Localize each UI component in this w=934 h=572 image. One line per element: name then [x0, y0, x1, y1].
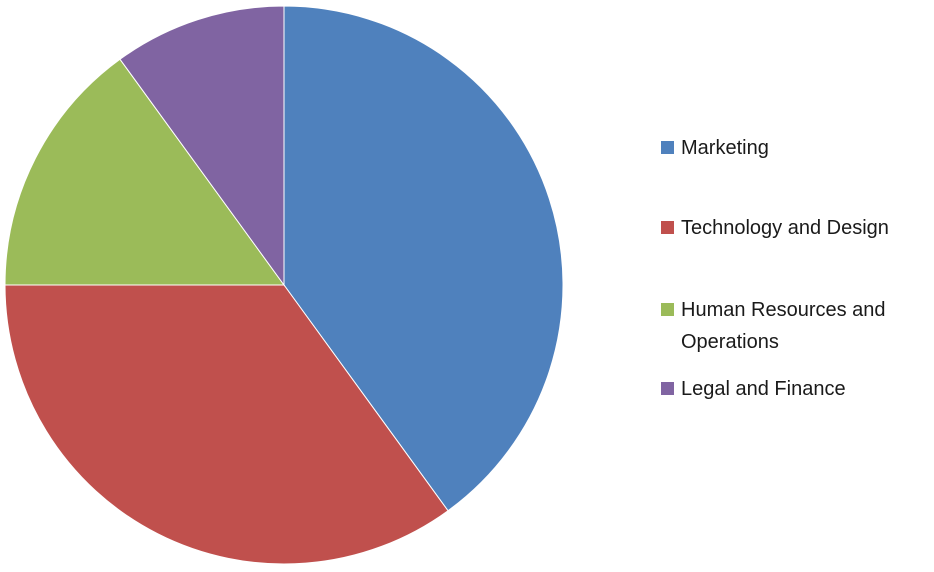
legend-item-technology-and-design: Technology and Design: [661, 212, 931, 244]
legend-item-human-resources-and-operations: Human Resources and Operations: [661, 294, 931, 358]
legend-swatch-marketing: [661, 141, 674, 154]
legend-label-marketing: Marketing: [681, 137, 769, 159]
legend-label-legal-and-finance: Legal and Finance: [681, 378, 846, 400]
pie-slice-legal-and-finance: [119, 5, 285, 287]
pie-slice-human-resources-and-operations: [4, 58, 285, 286]
legend-swatch-technology-and-design: [661, 221, 674, 234]
legend-label-human-resources-and-operations: Human Resources and Operations: [681, 299, 886, 353]
legend-label-technology-and-design: Technology and Design: [681, 217, 889, 239]
legend-item-marketing: Marketing: [661, 132, 931, 164]
legend-item-legal-and-finance: Legal and Finance: [661, 373, 931, 405]
pie-slice-technology-and-design: [4, 284, 449, 565]
pie-slice-marketing: [283, 5, 564, 512]
legend-swatch-human-resources-and-operations: [661, 303, 674, 316]
legend-swatch-legal-and-finance: [661, 382, 674, 395]
